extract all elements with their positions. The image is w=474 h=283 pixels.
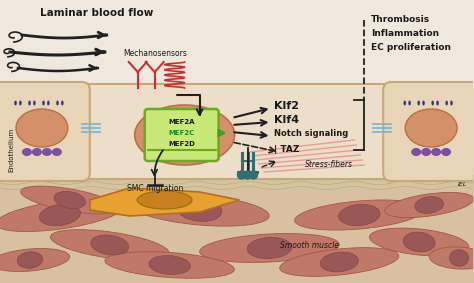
Ellipse shape: [437, 101, 438, 105]
Circle shape: [237, 171, 246, 179]
Ellipse shape: [19, 101, 21, 105]
Ellipse shape: [415, 197, 443, 213]
Ellipse shape: [422, 101, 425, 105]
Ellipse shape: [449, 250, 469, 266]
FancyBboxPatch shape: [0, 82, 90, 181]
Ellipse shape: [0, 198, 124, 231]
FancyBboxPatch shape: [145, 109, 219, 161]
Ellipse shape: [54, 191, 86, 209]
Ellipse shape: [50, 230, 169, 260]
Ellipse shape: [22, 149, 31, 155]
Ellipse shape: [429, 247, 474, 269]
Ellipse shape: [14, 101, 17, 105]
Ellipse shape: [130, 194, 269, 226]
Text: Laminar blood flow: Laminar blood flow: [40, 8, 153, 18]
Ellipse shape: [432, 149, 441, 155]
Text: Klf2: Klf2: [274, 101, 300, 111]
Text: Notch signaling: Notch signaling: [274, 130, 349, 138]
Ellipse shape: [28, 101, 31, 105]
Ellipse shape: [17, 252, 43, 268]
Text: MEF2A: MEF2A: [168, 119, 195, 125]
Ellipse shape: [295, 200, 424, 230]
Ellipse shape: [135, 105, 235, 165]
Ellipse shape: [418, 101, 420, 105]
Text: MEF2D: MEF2D: [168, 141, 195, 147]
Ellipse shape: [177, 199, 222, 221]
Ellipse shape: [200, 233, 339, 262]
Text: EC proliferation: EC proliferation: [371, 44, 451, 53]
Ellipse shape: [47, 101, 49, 105]
Ellipse shape: [384, 192, 474, 218]
FancyBboxPatch shape: [76, 84, 395, 179]
Ellipse shape: [39, 204, 81, 226]
Ellipse shape: [16, 109, 68, 147]
Ellipse shape: [105, 252, 234, 278]
Ellipse shape: [42, 101, 45, 105]
Ellipse shape: [320, 252, 358, 272]
Polygon shape: [90, 188, 239, 216]
Ellipse shape: [442, 149, 451, 155]
Ellipse shape: [450, 101, 453, 105]
Ellipse shape: [247, 237, 292, 259]
Ellipse shape: [446, 101, 448, 105]
Text: | TAZ: | TAZ: [274, 145, 300, 155]
Text: SMC migration: SMC migration: [127, 184, 183, 193]
Ellipse shape: [149, 256, 191, 275]
Ellipse shape: [412, 149, 420, 155]
Ellipse shape: [42, 149, 51, 155]
FancyBboxPatch shape: [383, 82, 474, 181]
Text: Thrombosis: Thrombosis: [371, 16, 430, 25]
Text: Endothelium: Endothelium: [8, 128, 14, 172]
Ellipse shape: [32, 149, 41, 155]
Ellipse shape: [409, 101, 410, 105]
Text: Inflammation: Inflammation: [371, 29, 439, 38]
Ellipse shape: [0, 248, 70, 271]
Ellipse shape: [21, 186, 119, 214]
Text: Smooth muscle: Smooth muscle: [280, 241, 339, 250]
Text: Stress-fibers: Stress-fibers: [305, 160, 353, 169]
Text: Klf4: Klf4: [274, 115, 300, 125]
Ellipse shape: [280, 248, 399, 276]
Circle shape: [249, 171, 257, 179]
Ellipse shape: [403, 232, 435, 252]
Ellipse shape: [432, 101, 434, 105]
Ellipse shape: [405, 109, 457, 147]
Ellipse shape: [370, 228, 469, 256]
Ellipse shape: [338, 204, 380, 226]
Ellipse shape: [53, 149, 61, 155]
Text: Mechanosensors: Mechanosensors: [123, 49, 187, 58]
Ellipse shape: [91, 235, 129, 255]
Text: IEL: IEL: [458, 183, 467, 188]
Ellipse shape: [61, 101, 64, 105]
Text: MEF2C: MEF2C: [169, 130, 195, 136]
Ellipse shape: [422, 149, 431, 155]
Ellipse shape: [137, 191, 192, 209]
Ellipse shape: [56, 101, 59, 105]
Ellipse shape: [33, 101, 36, 105]
Circle shape: [244, 171, 252, 179]
Ellipse shape: [404, 101, 406, 105]
